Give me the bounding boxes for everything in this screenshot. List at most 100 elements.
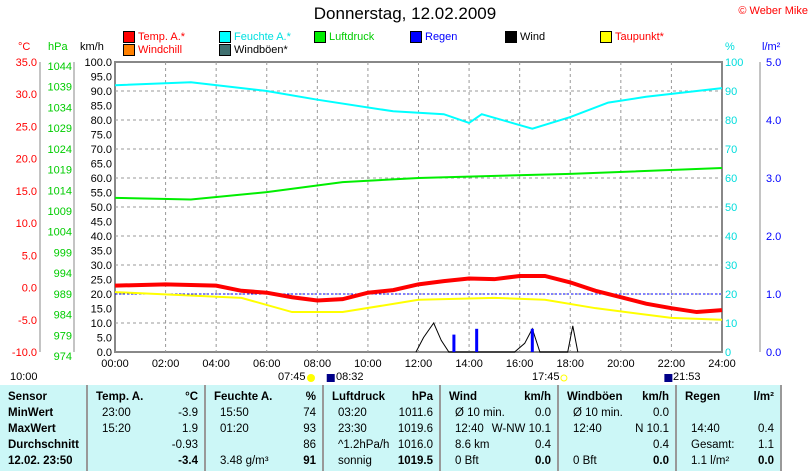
legend-item: Wind [505, 31, 545, 43]
legend-swatch [123, 44, 135, 56]
table-row-label: MinWert [8, 407, 54, 419]
wind-tick-label: 10.0 [91, 318, 112, 330]
pressure-tick-label: 1019 [48, 165, 72, 177]
stats-table: Sensor MinWert MaxWert Durchschnitt 12.02. 2… [0, 385, 782, 471]
table-row: sonnig 1019.5 [338, 455, 433, 467]
x-tick-label: 00:00 [101, 358, 129, 370]
temp-tick-label: 25.0 [16, 121, 37, 133]
table-row: 0 Bft 0.0 [573, 455, 669, 467]
legend-label: Luftdruck [329, 31, 375, 43]
pressure-tick-label: 1034 [48, 102, 72, 114]
wind-unit: km/h [80, 41, 104, 53]
legend-swatch [600, 31, 612, 43]
pressure-tick-label: 999 [54, 247, 72, 259]
moon-time: 10:00 [10, 371, 38, 383]
table-row: 0 Bft 0.0 [455, 455, 551, 467]
temp-unit: °C [18, 41, 30, 53]
humidity-tick-label: 0 [725, 347, 731, 359]
moon-icon [326, 374, 335, 382]
table-header: Wind km/h [449, 391, 551, 403]
temp-tick-label: 30.0 [16, 89, 37, 101]
table-row: 0.4 [653, 439, 669, 451]
pressure-tick-label: 1024 [48, 144, 72, 156]
pressure-tick-label: 974 [54, 351, 72, 363]
temp-tick-label: 20.0 [16, 154, 37, 166]
pressure-tick-label: 979 [54, 330, 72, 342]
table-header: Sensor [8, 391, 47, 403]
wind-tick-label: 60.0 [91, 173, 112, 185]
legend-label: Temp. A.* [138, 31, 186, 43]
rain-bar [475, 328, 479, 352]
legend-item: Taupunkt* [600, 31, 664, 43]
x-tick-label: 04:00 [202, 358, 230, 370]
rain-tick-label: 5.0 [766, 57, 781, 69]
x-tick-label: 24:00 [708, 358, 736, 370]
table-row: 01:20 93 [220, 423, 316, 435]
x-tick-label: 12:00 [405, 358, 433, 370]
series-line-feuchtea [114, 81, 723, 130]
humidity-unit: % [725, 41, 735, 53]
pressure-tick-label: 1029 [48, 123, 72, 135]
series-line-taupunkt [114, 291, 723, 321]
wind-tick-label: 30.0 [91, 260, 112, 272]
pressure-tick-label: 994 [54, 268, 72, 280]
table-column-gust: Windböen km/h Ø 10 min. 0.0 12:40 N 10.1 0.4 0 … [559, 385, 677, 471]
wind-tick-label: 75.0 [91, 130, 112, 142]
table-header: Windböen km/h [567, 391, 669, 403]
table-column-temp: Temp. A. °C 23:00 -3.9 15:20 1.9 -0.93 -3.4 [88, 385, 206, 471]
wind-tick-label: 80.0 [91, 115, 112, 127]
legend-swatch [123, 31, 135, 43]
x-tick-label: 08:00 [304, 358, 332, 370]
humidity-tick-label: 40 [725, 231, 737, 243]
pressure-tick-label: 1039 [48, 82, 72, 94]
table-row: 8.6 km 0.4 [455, 439, 551, 451]
wind-tick-label: 100.0 [84, 57, 112, 69]
pressure-tick-label: 1009 [48, 206, 72, 218]
table-row-label: 12.02. 23:50 [8, 455, 73, 467]
table-row: 03:20 1011.6 [338, 407, 433, 419]
sunrise-time: 07:45 [278, 371, 306, 383]
table-row: 3.48 g/m³ 91 [220, 455, 316, 467]
pressure-tick-label: 984 [54, 310, 72, 322]
table-row: Ø 10 min. 0.0 [455, 407, 551, 419]
moonset-icon [664, 374, 673, 382]
rain-tick-label: 2.0 [766, 231, 781, 243]
wind-tick-label: 55.0 [91, 188, 112, 200]
temp-tick-label: 15.0 [16, 186, 37, 198]
moonset-time: 21:53 [673, 371, 701, 383]
legend-swatch [219, 31, 231, 43]
wind-tick-label: 45.0 [91, 217, 112, 229]
humidity-tick-label: 50 [725, 202, 737, 214]
table-row: 15:50 74 [220, 407, 316, 419]
legend-swatch [219, 44, 231, 56]
legend-label: Windchill [138, 44, 183, 56]
wind-tick-label: 50.0 [91, 202, 112, 214]
humidity-tick-label: 20 [725, 289, 737, 301]
rain-tick-label: 3.0 [766, 173, 781, 185]
legend-swatch [314, 31, 326, 43]
table-row: -3.4 [178, 455, 198, 467]
x-tick-label: 22:00 [658, 358, 686, 370]
x-tick-label: 16:00 [506, 358, 534, 370]
x-tick-label: 18:00 [556, 358, 584, 370]
table-row: Ø 10 min. 0.0 [573, 407, 669, 419]
x-tick-label: 20:00 [607, 358, 635, 370]
table-row: 23:30 1019.6 [338, 423, 433, 435]
rain-tick-label: 4.0 [766, 115, 781, 127]
series-line-luftdruck [114, 167, 723, 201]
legend-label: Taupunkt* [615, 31, 664, 43]
legend-label: Windböen* [234, 44, 288, 56]
legend-label: Wind [520, 31, 546, 43]
wind-tick-label: 25.0 [91, 275, 112, 287]
pressure-unit: hPa [48, 41, 68, 53]
temp-tick-label: -5.0 [18, 315, 37, 327]
legend-label: Regen [425, 31, 458, 43]
x-tick-label: 14:00 [455, 358, 483, 370]
rain-unit: l/m² [762, 41, 781, 53]
chart-title: Donnerstag, 12.02.2009 [313, 4, 497, 23]
legend-swatch [410, 31, 422, 43]
table-row: ^1.2hPa/h 1016.0 [338, 439, 433, 451]
x-tick-label: 06:00 [253, 358, 281, 370]
wind-tick-label: 35.0 [91, 246, 112, 258]
series-line-tempa [114, 273, 723, 315]
